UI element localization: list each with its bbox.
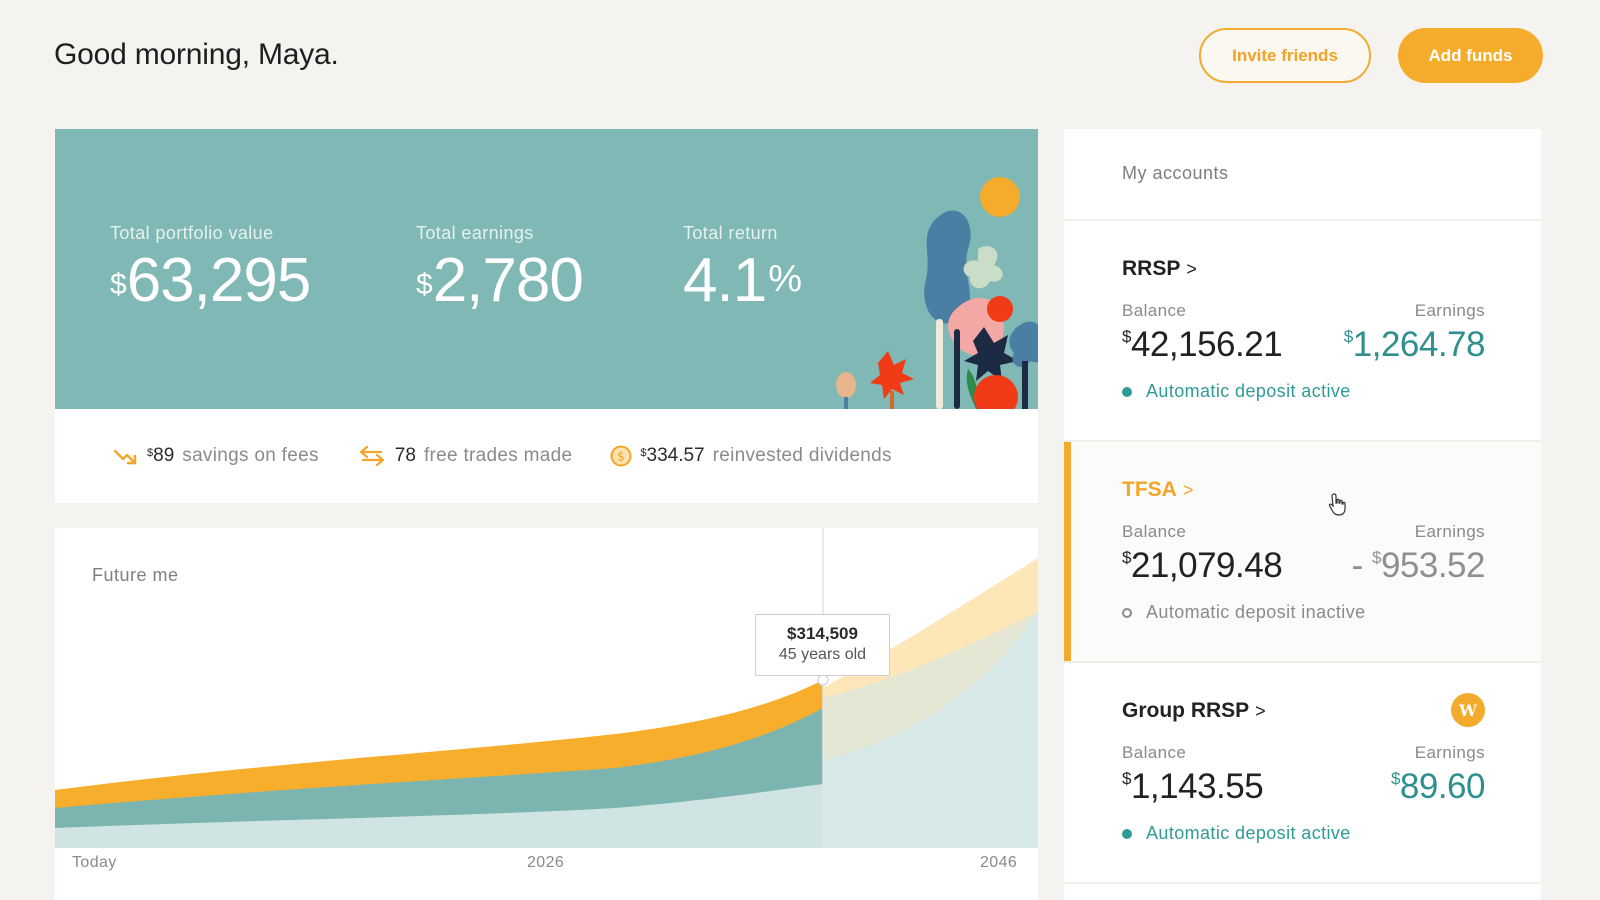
earnings-value: $1,264.78 <box>1343 325 1486 364</box>
chevron-right-icon: > <box>1186 259 1197 279</box>
perk-value: 78 <box>394 445 416 466</box>
accounts-panel: My accounts RRSP > Balance Earnings $42,1… <box>1064 129 1541 900</box>
swap-arrows-icon <box>359 446 384 466</box>
stat-label: Total return <box>683 223 778 243</box>
balance-value: $42,156.21 <box>1122 325 1283 364</box>
future-me-chart[interactable]: Future me $314,509 45 years old Today 20… <box>55 528 1038 900</box>
dollar-coin-icon: $ <box>610 445 632 467</box>
perk-value: $334.57 <box>640 445 705 466</box>
portfolio-summary-banner: Total portfolio value $63,295 Total earn… <box>55 129 1038 409</box>
hand-cursor-icon <box>1328 493 1346 516</box>
stat-value: $63,295 <box>110 246 311 315</box>
deposit-status: Automatic deposit active <box>1122 381 1351 402</box>
perk-dividends: $ $334.57 reinvested dividends <box>610 445 892 467</box>
perks-strip: $89 savings on fees 78 free trades made … <box>55 409 1038 503</box>
balance-label: Balance <box>1122 743 1187 762</box>
tooltip-value: $314,509 <box>787 624 858 643</box>
perk-text: savings on fees <box>182 445 319 466</box>
chart-title: Future me <box>92 565 179 585</box>
earnings-value: - $953.52 <box>1351 546 1486 585</box>
deposit-status: Automatic deposit active <box>1122 823 1351 844</box>
earnings-label: Earnings <box>1414 522 1485 541</box>
perk-free-trades: 78 free trades made <box>357 445 573 467</box>
account-card-rrsp[interactable]: RRSP > Balance Earnings $42,156.21 $1,264… <box>1064 221 1541 442</box>
balance-label: Balance <box>1122 522 1187 541</box>
deposit-status: Automatic deposit inactive <box>1122 602 1366 623</box>
add-funds-button[interactable]: Add funds <box>1398 28 1543 83</box>
chevron-right-icon: > <box>1182 480 1194 500</box>
account-name[interactable]: TFSA > <box>1122 478 1194 501</box>
x-axis-label: 2046 <box>980 854 1018 871</box>
perk-text: reinvested dividends <box>712 445 892 466</box>
perk-fee-savings: $89 savings on fees <box>113 445 319 467</box>
balance-value: $1,143.55 <box>1122 767 1264 806</box>
account-card-group-rrsp[interactable]: Group RRSP > W Balance Earnings $1,143.55… <box>1064 663 1541 884</box>
invite-friends-button[interactable]: Invite friends <box>1199 28 1371 83</box>
past-light-area <box>55 784 823 848</box>
earnings-label: Earnings <box>1414 743 1485 762</box>
tooltip-subtitle: 45 years old <box>778 646 867 663</box>
earnings-label: Earnings <box>1414 301 1485 320</box>
total-portfolio-stat: Total portfolio value $63,295 <box>110 223 311 315</box>
trend-down-icon <box>113 449 137 465</box>
future-light-area <box>823 612 1038 848</box>
stat-label: Total portfolio value <box>110 223 274 243</box>
x-axis-label: 2026 <box>527 854 565 871</box>
balance-value: $21,079.48 <box>1122 546 1283 585</box>
status-dot-icon <box>1122 607 1132 618</box>
stat-label: Total earnings <box>416 223 534 243</box>
status-dot-icon <box>1122 828 1132 839</box>
stat-value: 4.1% <box>683 246 802 315</box>
account-card-tfsa[interactable]: TFSA > Balance Earnings $21,079.48 - $953… <box>1064 442 1541 663</box>
highlight-point <box>817 674 829 686</box>
stat-value: $2,780 <box>416 246 584 315</box>
flowers-illustration-icon <box>836 177 1038 409</box>
earnings-value: $89.60 <box>1390 767 1486 806</box>
balance-label: Balance <box>1122 301 1187 320</box>
status-dot-icon <box>1122 386 1132 397</box>
chevron-right-icon: > <box>1255 701 1266 721</box>
perk-value: $89 <box>147 445 175 466</box>
projection-chart <box>55 528 1038 848</box>
account-name[interactable]: RRSP > <box>1122 257 1197 280</box>
x-axis-label: Today <box>72 854 117 871</box>
account-name[interactable]: Group RRSP > <box>1122 699 1266 722</box>
perk-text: free trades made <box>423 445 573 466</box>
provider-badge-icon: W <box>1451 693 1485 727</box>
svg-text:$: $ <box>618 450 626 464</box>
total-earnings-stat: Total earnings $2,780 <box>416 223 584 315</box>
chart-tooltip: $314,509 45 years old <box>755 614 890 676</box>
total-return-stat: Total return 4.1% <box>683 223 802 315</box>
greeting: Good morning, Maya. <box>54 38 339 71</box>
accounts-title: My accounts <box>1064 129 1541 221</box>
